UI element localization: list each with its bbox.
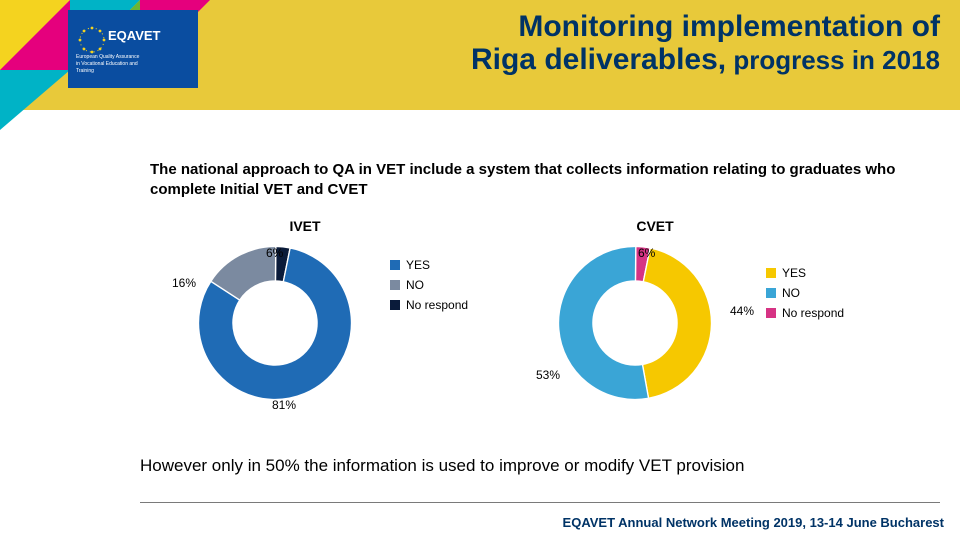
legend-item: No respond (766, 306, 844, 320)
chart-ivet: IVET 6% 16% 81% YESNONo respond (140, 218, 530, 438)
title-line2a: Riga deliverables, (471, 43, 726, 76)
legend-swatch (766, 288, 776, 298)
footer-meeting: EQAVET Annual Network Meeting 2019, 13-1… (563, 515, 944, 530)
legend-label: YES (406, 258, 430, 272)
legend-label: YES (782, 266, 806, 280)
ivet-label-norespond: 6% (266, 246, 283, 260)
svg-text:Training: Training (76, 68, 94, 74)
legend-label: No respond (406, 298, 468, 312)
donut-cvet-wrap: 6% 44% 53% (550, 238, 720, 408)
donut-ivet (190, 238, 360, 408)
eqavet-logo-icon: EQAVET European Quality Assurance in Voc… (0, 0, 210, 130)
cvet-label-yes: 44% (730, 304, 754, 318)
intro-text: The national approach to QA in VET inclu… (150, 160, 900, 199)
title-line2b: progress in 2018 (726, 45, 940, 75)
legend-label: No respond (782, 306, 844, 320)
donut-ivet-wrap: 6% 16% 81% (190, 238, 360, 408)
legend-ivet: YES NO No respond (390, 258, 468, 318)
legend-swatch (766, 268, 776, 278)
donut-slice (559, 247, 649, 400)
legend-label: NO (406, 278, 424, 292)
legend-item: YES (766, 266, 844, 280)
svg-text:European Quality Assurance: European Quality Assurance (76, 54, 140, 60)
legend-swatch (390, 280, 400, 290)
legend-item: No respond (390, 298, 468, 312)
legend-label: NO (782, 286, 800, 300)
legend-swatch (766, 308, 776, 318)
legend-swatch (390, 260, 400, 270)
cvet-label-norespond: 6% (638, 246, 655, 260)
legend-swatch (390, 300, 400, 310)
footer-divider (140, 502, 940, 503)
logo-block: EQAVET European Quality Assurance in Voc… (0, 0, 210, 130)
legend-item: NO (390, 278, 468, 292)
cvet-label-no: 53% (536, 368, 560, 382)
donut-slice (642, 248, 711, 398)
svg-text:in Vocational Education and: in Vocational Education and (76, 61, 138, 67)
ivet-label-yes: 81% (272, 398, 296, 412)
footer-note: However only in 50% the information is u… (140, 455, 900, 476)
legend-item: YES (390, 258, 468, 272)
title-line1: Monitoring implementation of (518, 10, 940, 43)
donut-cvet (550, 238, 720, 408)
chart-cvet: CVET 6% 44% 53% YESNONo respond (530, 218, 920, 438)
page-title: Monitoring implementation of Riga delive… (300, 10, 940, 76)
ivet-label-no: 16% (172, 276, 196, 290)
charts-row: IVET 6% 16% 81% YESNONo respond CVET 6% … (140, 218, 920, 438)
svg-text:EQAVET: EQAVET (108, 28, 161, 43)
chart-cvet-title: CVET (390, 218, 920, 234)
legend-cvet: YES NO No respond (766, 266, 844, 326)
legend-item: NO (766, 286, 844, 300)
